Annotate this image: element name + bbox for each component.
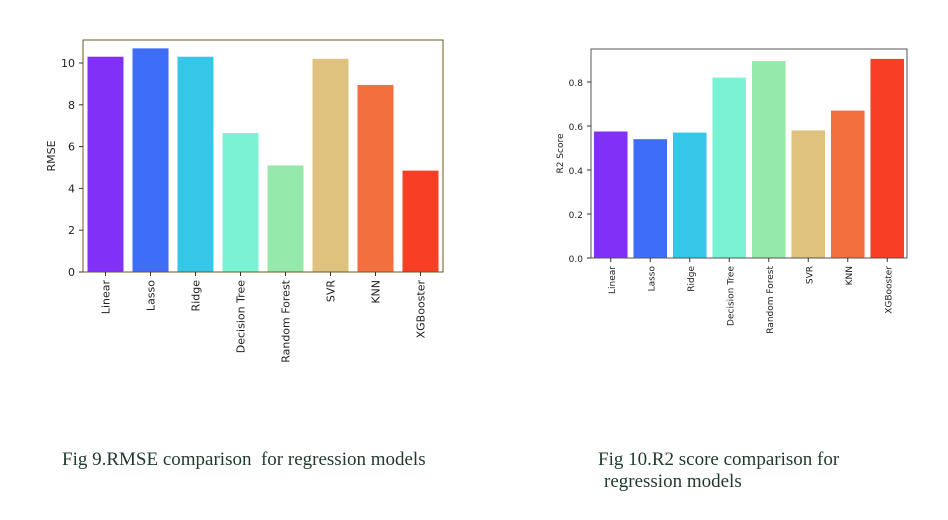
x-tick-label: Lasso: [647, 266, 657, 292]
bar-ridge: [177, 56, 214, 273]
plot-frame: [82, 39, 444, 273]
y-tick-label: 2: [68, 224, 75, 237]
bar-random-forest: [267, 165, 304, 272]
bar-lasso: [132, 48, 169, 273]
x-tick-label: Decision Tree: [235, 280, 248, 353]
y-tick-label: 0.4: [569, 167, 584, 177]
x-tick-label: XGBooster: [884, 266, 894, 314]
y-axis-label: RMSE: [45, 140, 58, 171]
x-tick-label: Linear: [100, 280, 113, 315]
y-axis-label: R2 Score: [556, 133, 566, 174]
y-tick-label: 0.2: [569, 211, 583, 221]
x-tick-label: SVR: [325, 280, 338, 303]
bar-svr: [791, 130, 826, 258]
y-tick-label: 0.0: [569, 255, 584, 265]
x-tick-label: Decision Tree: [726, 266, 736, 326]
plot-frame: [590, 48, 908, 259]
y-tick-label: 6: [68, 141, 75, 154]
x-tick-label: Random Forest: [280, 279, 293, 362]
x-tick-label: KNN: [845, 266, 855, 285]
y-tick-label: 4: [68, 182, 75, 195]
bar-knn: [357, 84, 394, 272]
fig10-caption-line1: Fig 10.R2 score comparison for: [598, 449, 840, 470]
x-tick-label: Ridge: [190, 280, 203, 312]
bar-linear: [593, 131, 628, 258]
fig9-caption: Fig 9.RMSE comparison for regression mod…: [62, 449, 426, 470]
y-tick-label: 0.6: [569, 123, 584, 133]
y-tick-label: 10: [61, 57, 75, 70]
bar-xgbooster: [870, 58, 905, 259]
fig10-caption-line2: regression models: [604, 471, 742, 492]
x-tick-label: XGBooster: [415, 280, 428, 339]
y-tick-label: 8: [68, 99, 75, 112]
x-tick-label: Lasso: [145, 280, 158, 311]
bar-knn: [830, 110, 865, 258]
x-tick-label: Random Forest: [766, 266, 776, 334]
bar-decision-tree: [222, 133, 259, 272]
bar-xgbooster: [402, 170, 439, 272]
x-tick-label: SVR: [805, 266, 815, 284]
bar-decision-tree: [712, 77, 747, 258]
x-tick-label: Ridge: [687, 266, 697, 292]
bar-ridge: [672, 132, 707, 258]
bar-linear: [87, 56, 124, 273]
bar-random-forest: [751, 61, 786, 258]
x-tick-label: KNN: [370, 280, 383, 304]
y-tick-label: 0.8: [569, 79, 584, 89]
bar-lasso: [633, 139, 668, 258]
y-tick-label: 0: [68, 266, 75, 279]
x-tick-label: Linear: [608, 266, 618, 294]
bar-svr: [312, 58, 349, 273]
